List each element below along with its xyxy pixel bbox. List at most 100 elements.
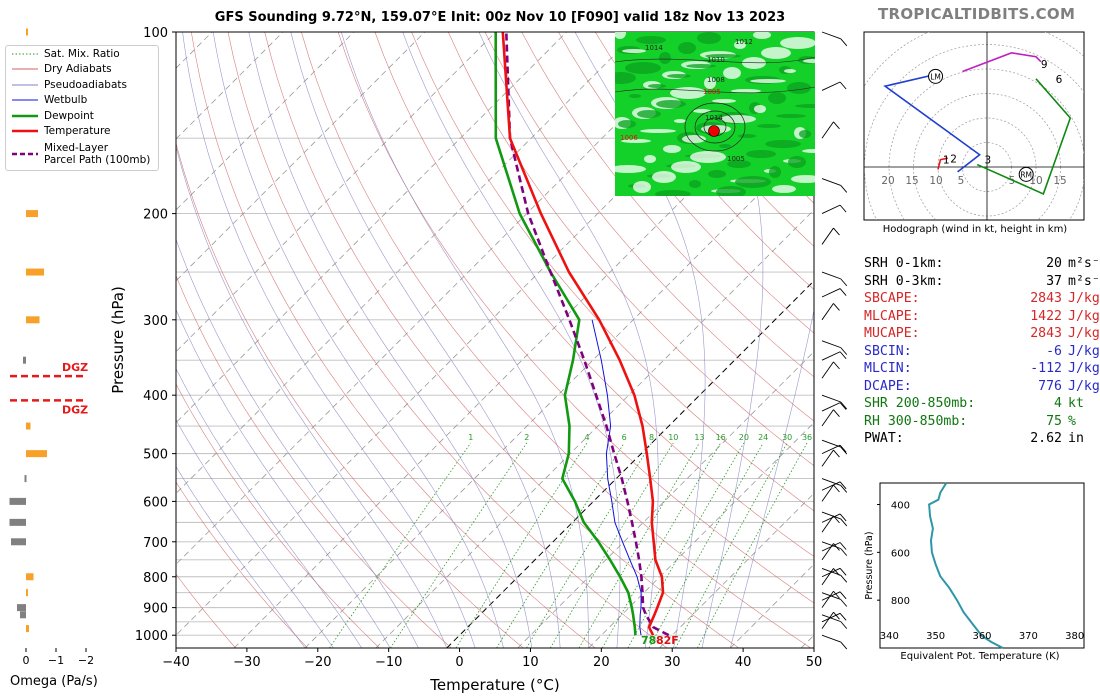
omega-bar (23, 356, 26, 364)
wind-barb (821, 121, 834, 139)
ept-y-tick-label: 400 (891, 501, 910, 512)
wind-barb-flag (839, 444, 847, 453)
parameter-value: 37 (1046, 273, 1062, 289)
pseudoadiabat-line (694, 32, 764, 648)
omega-bar (9, 518, 26, 526)
map-cloud-patch (799, 130, 811, 138)
map-cloud-patch (803, 59, 815, 63)
mixing-ratio-label: 36 (802, 433, 812, 442)
legend-item: Sat. Mix. Ratio (6, 46, 158, 62)
map-cloud-patch (637, 110, 661, 118)
parameter-row: SBCIN: -6 J/kg (864, 343, 1100, 361)
wind-barb-flag (833, 303, 840, 311)
surface-temp-label: 78 (641, 634, 656, 647)
legend-label: Pseudoadiabats (44, 78, 127, 91)
isotherm-line (517, 351, 814, 648)
parameter-row: DCAPE: 776 J/kg (864, 378, 1100, 396)
legend-swatch (12, 84, 38, 86)
map-cloud-patch (776, 114, 806, 118)
hodo-trace (883, 73, 981, 173)
map-cloud-patch (674, 119, 686, 123)
map-cloud-patch (738, 134, 756, 138)
wind-barb-flag (839, 481, 847, 490)
hodo-trace (976, 78, 1072, 196)
legend-label: Dry Adiabats (44, 63, 112, 76)
wind-barb (821, 444, 841, 455)
hodo-ring-label: 5 (958, 175, 965, 187)
y-tick-label: 200 (143, 208, 168, 223)
parameter-row: MLCAPE: 1422 J/kg (864, 308, 1100, 326)
map-cloud-patch (754, 105, 766, 113)
map-cloud-patch (727, 160, 751, 168)
wind-barb (821, 351, 841, 361)
ept-x-tick-label: 360 (972, 631, 991, 642)
map-cloud-patch (735, 176, 771, 188)
ept-frame (879, 482, 1085, 649)
wind-barb (821, 611, 834, 629)
inset-map-canvas: 1014 1012 1010 1008 1005 1006 1005 1014 (615, 32, 815, 196)
dry-adiabat-line (448, 32, 814, 467)
dry-adiabat-line (301, 32, 811, 648)
pseudoadiabat-line (182, 32, 476, 648)
y-tick-label: 700 (143, 536, 168, 551)
map-cloud-patch (765, 140, 801, 148)
hodo-ring-label: 10 (929, 175, 942, 187)
wind-barb (821, 515, 834, 533)
isotherm-line (176, 32, 284, 140)
x-tick-label: −30 (233, 655, 260, 670)
omega-bar (26, 316, 40, 324)
map-cloud-patch (671, 161, 701, 173)
pseudoadiabat-line (402, 32, 621, 648)
map-cloud-patch (788, 156, 806, 168)
hodo-marker-label: LM (930, 72, 941, 81)
hodograph-caption: Hodograph (wind in kt, height in km) (882, 224, 1068, 235)
map-cloud-patch (712, 99, 736, 103)
wind-barb (821, 288, 841, 298)
mixing-ratio-line (675, 442, 788, 648)
wind-barb-flag (833, 409, 840, 417)
dry-adiabat-line (176, 383, 380, 648)
hodo-point-label: 3 (985, 155, 992, 167)
parameter-value: 2.62 (1030, 431, 1062, 446)
wind-barb (821, 227, 834, 245)
wind-barb-flag (840, 574, 848, 583)
ept-y-tick-label: 800 (891, 596, 910, 607)
parameter-label: SRH 0-3km: (864, 273, 944, 289)
isotherm-line (176, 32, 426, 282)
y-tick-label: 500 (143, 448, 168, 463)
x-tick-label: 20 (593, 655, 610, 670)
brand-logo-text: TROPICALTIDBITS.COM (878, 5, 1076, 23)
wind-barb (821, 481, 841, 491)
wind-barb-flag (833, 543, 840, 551)
dry-adiabat-line (176, 573, 236, 648)
wind-barb (821, 394, 841, 403)
map-cloud-patch (750, 79, 786, 83)
parameter-label: PWAT: (864, 431, 904, 446)
map-cloud-patch (629, 94, 641, 98)
wind-barb (821, 303, 834, 321)
wind-barb (821, 513, 841, 523)
pseudoadiabat-line (341, 32, 589, 648)
parameter-unit: J/kg (1068, 291, 1100, 306)
wind-barb (821, 591, 841, 601)
y-tick-label: 100 (143, 26, 168, 41)
wind-barb (821, 590, 834, 608)
wind-barb (821, 449, 834, 467)
parameter-unit: J/kg (1068, 378, 1100, 394)
wind-barb-flag (833, 484, 840, 493)
surface-dew-label: 82F (656, 634, 679, 647)
location-marker-icon (708, 125, 720, 137)
parameter-value: 4 (1054, 396, 1062, 411)
dry-adiabat-line (337, 32, 814, 604)
isotherm-line (588, 422, 814, 648)
y-tick-label: 800 (143, 571, 168, 586)
map-cloud-patch (795, 104, 815, 108)
parameter-label: DCAPE: (864, 378, 912, 394)
wind-barb-flag (833, 568, 840, 576)
x-tick-label: 0 (455, 655, 463, 670)
pseudoadiabat-line (478, 32, 659, 648)
ept-y-axis-label: Pressure (hPa) (864, 531, 875, 599)
legend-item: Mixed-Layer Parcel Path (100mb) (6, 139, 158, 169)
isotherm-line (446, 280, 814, 648)
parameter-unit: J/kg (1068, 361, 1100, 376)
